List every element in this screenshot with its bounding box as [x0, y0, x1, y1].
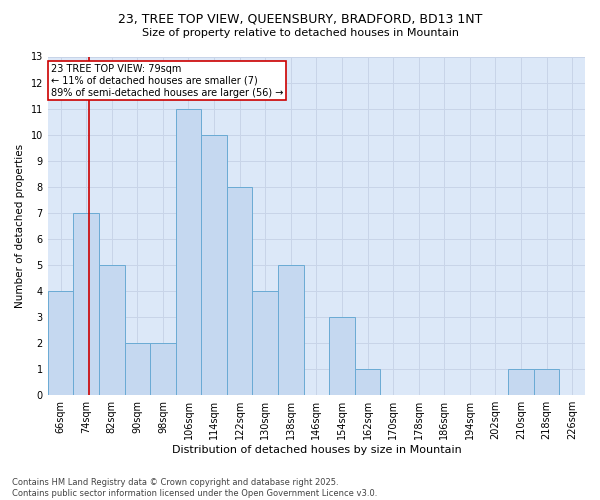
- Bar: [253, 291, 278, 395]
- Text: 23, TREE TOP VIEW, QUEENSBURY, BRADFORD, BD13 1NT: 23, TREE TOP VIEW, QUEENSBURY, BRADFORD,…: [118, 12, 482, 26]
- Bar: [227, 187, 253, 395]
- Bar: [534, 369, 559, 395]
- Bar: [508, 369, 534, 395]
- Bar: [73, 213, 99, 395]
- Bar: [150, 343, 176, 395]
- X-axis label: Distribution of detached houses by size in Mountain: Distribution of detached houses by size …: [172, 445, 461, 455]
- Bar: [355, 369, 380, 395]
- Bar: [278, 265, 304, 395]
- Bar: [99, 265, 125, 395]
- Y-axis label: Number of detached properties: Number of detached properties: [15, 144, 25, 308]
- Text: 23 TREE TOP VIEW: 79sqm
← 11% of detached houses are smaller (7)
89% of semi-det: 23 TREE TOP VIEW: 79sqm ← 11% of detache…: [51, 64, 283, 98]
- Bar: [176, 108, 201, 395]
- Bar: [201, 134, 227, 395]
- Bar: [48, 291, 73, 395]
- Bar: [125, 343, 150, 395]
- Bar: [329, 317, 355, 395]
- Text: Contains HM Land Registry data © Crown copyright and database right 2025.
Contai: Contains HM Land Registry data © Crown c…: [12, 478, 377, 498]
- Text: Size of property relative to detached houses in Mountain: Size of property relative to detached ho…: [142, 28, 458, 38]
